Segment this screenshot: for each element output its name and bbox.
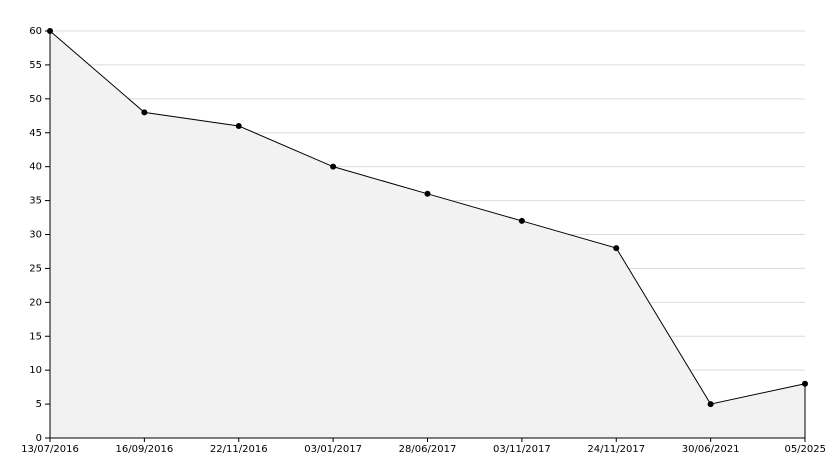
y-tick-label: 40	[29, 162, 42, 173]
y-tick-label: 50	[29, 94, 42, 105]
y-tick-label: 35	[29, 196, 42, 207]
x-tick-label: 24/11/2017	[587, 444, 645, 455]
x-tick-label: 22/11/2016	[210, 444, 268, 455]
x-tick-label: 03/11/2017	[493, 444, 551, 455]
point	[707, 401, 714, 408]
y-tick-label: 25	[29, 263, 42, 274]
x-tick-label: 28/06/2017	[399, 444, 457, 455]
point	[141, 109, 148, 116]
x-tick-label: 30/06/2021	[682, 444, 740, 455]
point	[613, 245, 620, 252]
y-tick-label: 0	[36, 433, 42, 444]
y-tick-label: 60	[29, 26, 42, 37]
x-tick-label: 13/07/2016	[21, 444, 79, 455]
area-fill	[50, 31, 805, 438]
point	[330, 163, 337, 170]
x-tick-label: 03/01/2017	[304, 444, 362, 455]
y-tick-label: 30	[29, 230, 42, 241]
point	[235, 122, 242, 129]
y-tick-label: 45	[29, 128, 42, 139]
point	[802, 380, 808, 387]
y-tick-label: 10	[29, 365, 42, 376]
point	[424, 190, 431, 197]
y-tick-label: 55	[29, 60, 42, 71]
x-tick-label: 05/2025	[784, 444, 826, 455]
y-tick-label: 5	[36, 399, 42, 410]
point	[518, 217, 525, 224]
x-tick-label: 16/09/2016	[116, 444, 174, 455]
y-tick-label: 20	[29, 297, 42, 308]
y-tick-label: 15	[29, 331, 42, 342]
